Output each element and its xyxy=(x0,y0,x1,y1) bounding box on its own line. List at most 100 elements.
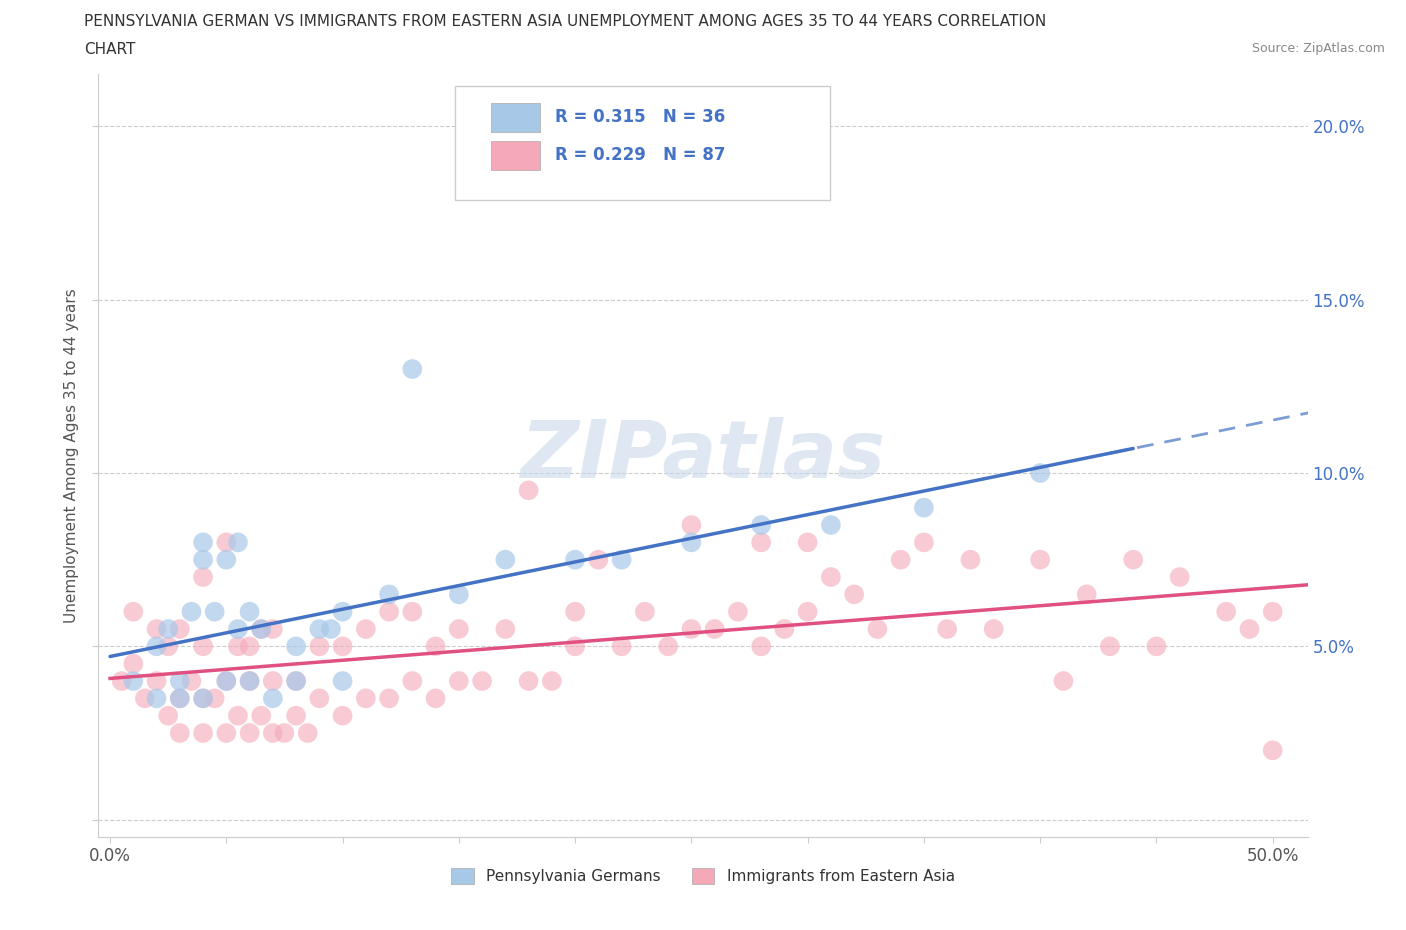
Point xyxy=(157,621,180,636)
Point xyxy=(239,673,262,688)
Point xyxy=(262,691,284,706)
Point xyxy=(262,725,284,740)
Point xyxy=(1168,569,1191,584)
Point xyxy=(681,535,703,550)
Point xyxy=(285,673,308,688)
Point xyxy=(250,621,273,636)
Point xyxy=(820,569,842,584)
Point xyxy=(169,621,191,636)
Point xyxy=(517,483,540,498)
Point xyxy=(471,673,494,688)
Point xyxy=(610,552,633,567)
Point xyxy=(749,639,772,654)
Point xyxy=(1052,673,1074,688)
Point xyxy=(250,621,273,636)
Point xyxy=(226,621,249,636)
Point xyxy=(494,621,516,636)
Point xyxy=(145,691,167,706)
Point xyxy=(215,673,238,688)
Point xyxy=(936,621,959,636)
Point xyxy=(204,604,226,619)
Point xyxy=(912,500,935,515)
Point xyxy=(1261,604,1284,619)
Point xyxy=(191,639,214,654)
Legend: Pennsylvania Germans, Immigrants from Eastern Asia: Pennsylvania Germans, Immigrants from Ea… xyxy=(446,862,960,890)
Text: R = 0.229   N = 87: R = 0.229 N = 87 xyxy=(555,146,725,165)
Point xyxy=(332,604,354,619)
Point xyxy=(308,691,330,706)
Point xyxy=(378,604,401,619)
Point xyxy=(1122,552,1144,567)
Point xyxy=(111,673,134,688)
Point xyxy=(634,604,657,619)
Point xyxy=(145,673,167,688)
Point xyxy=(1098,639,1121,654)
FancyBboxPatch shape xyxy=(456,86,830,200)
Point xyxy=(226,639,249,654)
Point xyxy=(588,552,610,567)
Point xyxy=(169,691,191,706)
Point xyxy=(157,709,180,724)
Point xyxy=(912,535,935,550)
Point xyxy=(564,552,586,567)
Point xyxy=(447,621,470,636)
Point xyxy=(1215,604,1237,619)
Bar xyxy=(492,140,540,170)
Point xyxy=(215,535,238,550)
Point xyxy=(319,621,342,636)
Point xyxy=(204,691,226,706)
Point xyxy=(273,725,295,740)
Point xyxy=(285,709,308,724)
Point xyxy=(191,535,214,550)
Point xyxy=(564,639,586,654)
Point xyxy=(239,725,262,740)
Point xyxy=(332,709,354,724)
Point xyxy=(494,552,516,567)
Point xyxy=(749,518,772,533)
Point xyxy=(796,604,818,619)
Point xyxy=(191,569,214,584)
Point xyxy=(447,673,470,688)
Point xyxy=(285,639,308,654)
Point xyxy=(215,725,238,740)
Point xyxy=(657,639,679,654)
Point xyxy=(354,691,377,706)
Point xyxy=(262,621,284,636)
Point xyxy=(180,673,202,688)
Point xyxy=(239,639,262,654)
Point xyxy=(180,604,202,619)
Point xyxy=(1239,621,1261,636)
Point xyxy=(191,552,214,567)
Point xyxy=(890,552,912,567)
Point xyxy=(169,691,191,706)
Point xyxy=(145,639,167,654)
Point xyxy=(354,621,377,636)
Point xyxy=(1029,466,1052,481)
Point xyxy=(250,709,273,724)
Point xyxy=(796,535,818,550)
Point xyxy=(564,604,586,619)
Point xyxy=(169,673,191,688)
Point xyxy=(308,621,330,636)
Point xyxy=(215,552,238,567)
Point xyxy=(749,535,772,550)
Point xyxy=(844,587,866,602)
Point xyxy=(1029,552,1052,567)
Point xyxy=(215,673,238,688)
Point xyxy=(122,604,145,619)
Point xyxy=(425,691,447,706)
Point xyxy=(983,621,1005,636)
Point xyxy=(157,639,180,654)
Point xyxy=(378,691,401,706)
Text: PENNSYLVANIA GERMAN VS IMMIGRANTS FROM EASTERN ASIA UNEMPLOYMENT AMONG AGES 35 T: PENNSYLVANIA GERMAN VS IMMIGRANTS FROM E… xyxy=(84,14,1046,29)
Point xyxy=(401,604,423,619)
Point xyxy=(773,621,796,636)
Point xyxy=(1261,743,1284,758)
Point xyxy=(226,535,249,550)
Text: Source: ZipAtlas.com: Source: ZipAtlas.com xyxy=(1251,42,1385,55)
Point xyxy=(191,691,214,706)
Point xyxy=(308,639,330,654)
Point xyxy=(332,673,354,688)
Point xyxy=(332,639,354,654)
Y-axis label: Unemployment Among Ages 35 to 44 years: Unemployment Among Ages 35 to 44 years xyxy=(65,288,79,623)
